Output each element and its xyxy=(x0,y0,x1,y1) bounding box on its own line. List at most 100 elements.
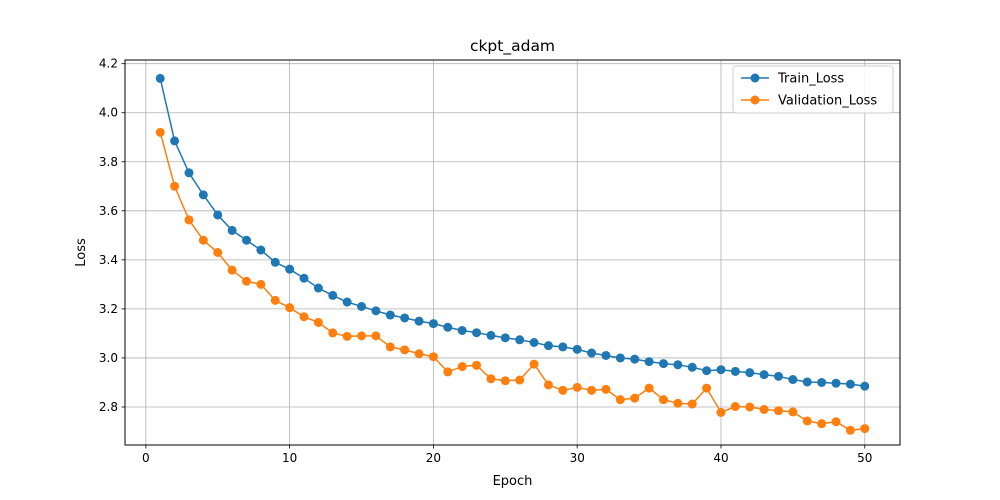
data-point-validation-loss xyxy=(831,417,841,427)
series-train-loss xyxy=(155,73,870,391)
data-point-validation-loss xyxy=(270,295,280,305)
data-point-validation-loss xyxy=(644,383,654,393)
x-axis-label: Epoch xyxy=(493,474,533,489)
data-point-validation-loss xyxy=(428,352,438,362)
data-point-train-loss xyxy=(313,283,323,293)
data-point-train-loss xyxy=(342,297,352,307)
data-point-validation-loss xyxy=(745,402,755,412)
data-point-validation-loss xyxy=(860,424,870,434)
data-point-validation-loss xyxy=(443,367,453,377)
data-point-train-loss xyxy=(443,322,453,332)
data-point-train-loss xyxy=(371,306,381,316)
data-point-validation-loss xyxy=(543,380,553,390)
data-point-train-loss xyxy=(328,290,338,300)
legend-marker-validation-loss xyxy=(750,95,760,105)
x-tick-label: 30 xyxy=(570,451,585,465)
data-point-train-loss xyxy=(299,273,309,283)
data-point-validation-loss xyxy=(687,399,697,409)
data-point-validation-loss xyxy=(313,317,323,327)
data-point-train-loss xyxy=(529,337,539,347)
data-point-validation-loss xyxy=(774,406,784,416)
data-point-validation-loss xyxy=(730,402,740,411)
data-point-validation-loss xyxy=(673,398,683,408)
data-point-validation-loss xyxy=(615,395,625,405)
data-point-validation-loss xyxy=(759,404,769,414)
x-tick-label: 0 xyxy=(142,451,150,465)
data-point-validation-loss xyxy=(802,416,812,426)
data-point-train-loss xyxy=(774,371,784,381)
x-tick-label: 20 xyxy=(426,451,441,465)
y-tick-label: 4.0 xyxy=(99,106,118,120)
data-point-train-loss xyxy=(385,310,395,320)
y-tick-label: 2.8 xyxy=(99,400,118,414)
data-point-train-loss xyxy=(500,333,510,343)
data-point-train-loss xyxy=(615,353,625,363)
y-tick-label: 3.8 xyxy=(99,155,118,169)
data-point-train-loss xyxy=(831,378,841,388)
data-point-train-loss xyxy=(400,313,410,323)
data-point-train-loss xyxy=(486,330,496,340)
x-tick-label: 10 xyxy=(282,451,297,465)
legend-label-train-loss: Train_Loss xyxy=(777,72,844,87)
data-point-train-loss xyxy=(716,365,726,375)
data-point-train-loss xyxy=(515,335,525,345)
data-point-validation-loss xyxy=(457,362,467,372)
data-point-train-loss xyxy=(601,350,611,360)
data-point-train-loss xyxy=(270,257,280,267)
data-point-validation-loss xyxy=(256,279,266,289)
data-point-validation-loss xyxy=(285,303,295,313)
y-axis-ticks: 2.8 3.0 3.2 3.4 3.6 3.8 4.0 4.2 xyxy=(99,57,125,414)
data-point-validation-loss xyxy=(414,349,424,359)
data-point-validation-loss xyxy=(213,248,223,257)
data-point-train-loss xyxy=(845,379,855,389)
data-point-validation-loss xyxy=(702,383,712,393)
data-point-train-loss xyxy=(213,210,223,220)
data-point-train-loss xyxy=(414,316,424,326)
data-point-train-loss xyxy=(759,370,769,380)
y-tick-label: 3.0 xyxy=(99,351,118,365)
data-point-train-loss xyxy=(572,344,582,354)
data-point-validation-loss xyxy=(716,407,726,417)
data-point-train-loss xyxy=(860,381,870,391)
data-point-validation-loss xyxy=(630,393,640,403)
data-point-train-loss xyxy=(472,328,482,338)
x-tick-label: 50 xyxy=(857,451,872,465)
data-point-validation-loss xyxy=(486,374,496,384)
data-point-validation-loss xyxy=(601,384,611,394)
data-point-train-loss xyxy=(155,73,165,83)
data-point-validation-loss xyxy=(529,359,539,369)
data-point-validation-loss xyxy=(500,376,510,386)
data-point-validation-loss xyxy=(184,215,194,225)
x-axis-ticks: 0 10 20 30 40 50 xyxy=(142,445,872,465)
data-point-train-loss xyxy=(702,366,712,376)
data-point-validation-loss xyxy=(845,425,855,435)
data-point-train-loss xyxy=(241,235,251,245)
data-point-train-loss xyxy=(543,341,553,351)
data-point-train-loss xyxy=(658,359,668,369)
y-tick-label: 3.4 xyxy=(99,253,118,267)
grid-lines xyxy=(125,60,900,445)
data-point-train-loss xyxy=(802,377,812,387)
data-point-validation-loss xyxy=(170,181,180,191)
legend-label-validation-loss: Validation_Loss xyxy=(778,94,877,109)
data-point-train-loss xyxy=(357,301,367,311)
legend-frame xyxy=(732,65,894,114)
data-point-train-loss xyxy=(256,245,266,255)
data-point-train-loss xyxy=(457,325,467,335)
y-tick-label: 3.2 xyxy=(99,302,118,316)
data-point-validation-loss xyxy=(342,331,352,341)
data-point-validation-loss xyxy=(198,235,208,245)
data-point-train-loss xyxy=(227,225,237,235)
data-point-validation-loss xyxy=(817,419,827,429)
data-point-train-loss xyxy=(587,348,597,358)
data-point-train-loss xyxy=(630,354,640,364)
y-tick-label: 3.6 xyxy=(99,204,118,218)
x-tick-label: 40 xyxy=(713,451,728,465)
data-point-validation-loss xyxy=(299,312,309,322)
data-point-train-loss xyxy=(428,319,438,329)
data-point-validation-loss xyxy=(472,360,482,370)
data-point-validation-loss xyxy=(788,407,798,417)
data-point-validation-loss xyxy=(587,385,597,395)
legend: Train_Loss Validation_Loss xyxy=(732,65,894,114)
